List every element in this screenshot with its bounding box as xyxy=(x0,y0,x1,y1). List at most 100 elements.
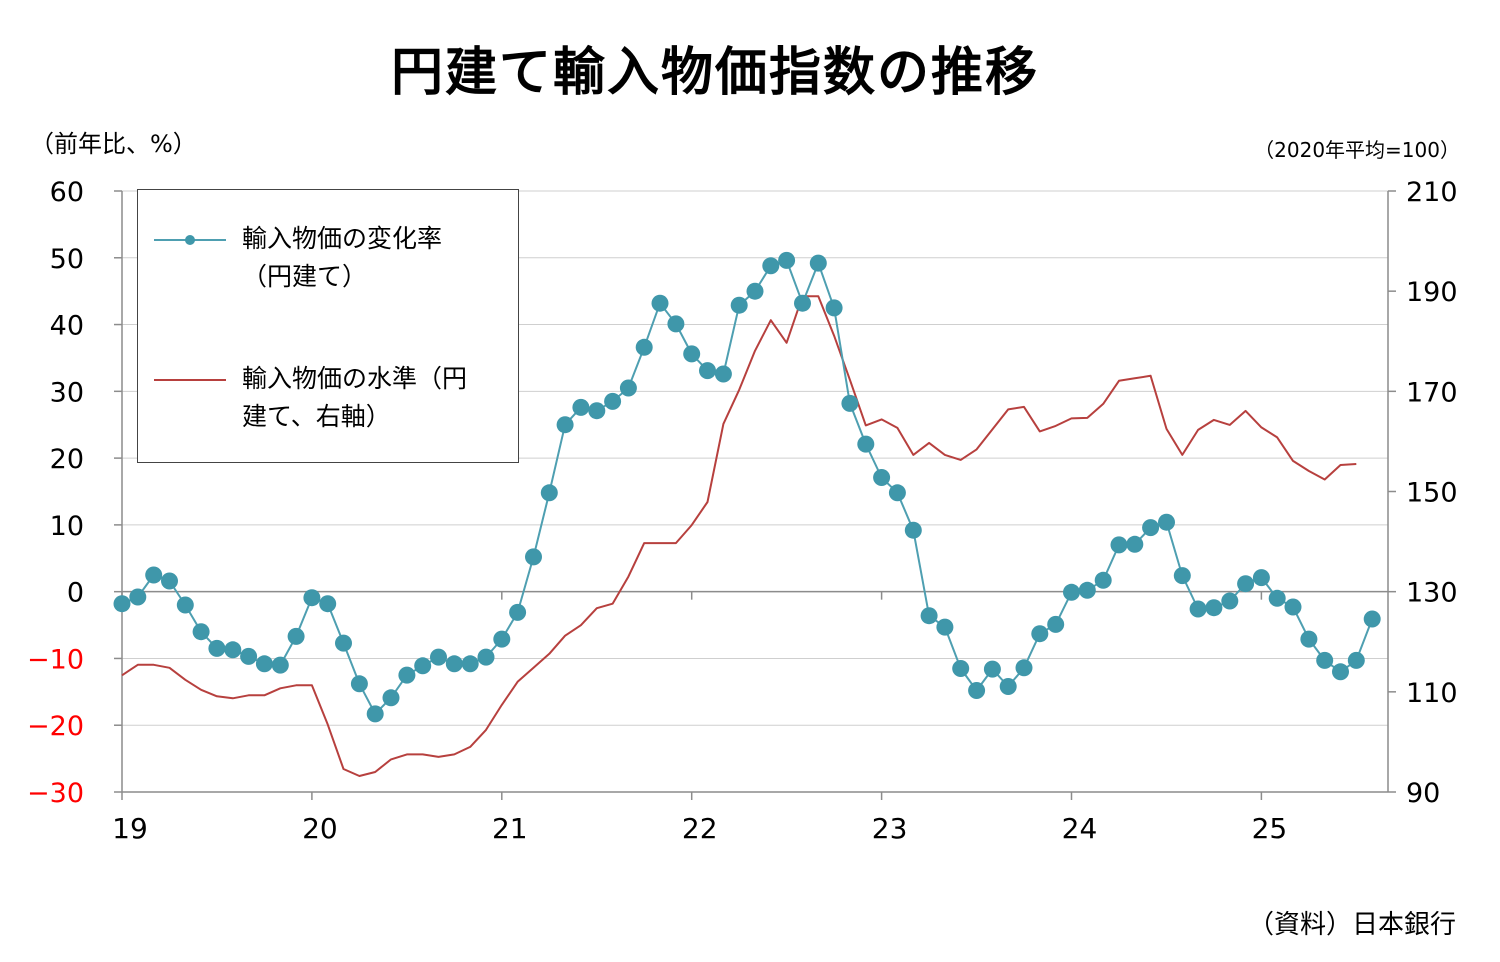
rate-point xyxy=(161,572,178,590)
rate-point xyxy=(398,666,416,684)
rate-point xyxy=(255,655,273,673)
rate-point xyxy=(477,648,495,666)
left-tick-label: 0 xyxy=(67,578,84,609)
left-tick-label: −30 xyxy=(27,778,84,809)
rate-point xyxy=(1347,651,1365,669)
rate-point xyxy=(778,251,796,269)
right-tick-label: 130 xyxy=(1406,578,1458,609)
legend-rate-swatch xyxy=(154,235,226,245)
rate-point xyxy=(303,589,321,607)
rate-point xyxy=(983,660,1001,678)
rate-point xyxy=(382,689,400,707)
rate-point xyxy=(1300,630,1318,648)
rate-point xyxy=(1047,615,1065,633)
x-tick-label: 21 xyxy=(492,812,528,845)
rate-point xyxy=(1205,599,1223,617)
rate-point xyxy=(350,675,368,693)
left-tick-label: 10 xyxy=(50,511,84,542)
rate-point xyxy=(366,705,384,723)
left-tick-label: 50 xyxy=(50,244,84,275)
rate-point xyxy=(873,469,891,486)
left-tick-label: 20 xyxy=(50,444,84,475)
legend: 輸入物価の変化率 （円建て） 輸入物価の水準（円 建て、右軸） xyxy=(137,189,519,463)
rate-point xyxy=(999,678,1017,695)
rate-point xyxy=(588,402,606,420)
rate-point xyxy=(1332,663,1349,681)
rate-point xyxy=(1031,625,1049,643)
rate-point xyxy=(1363,610,1381,628)
legend-level-swatch xyxy=(154,379,226,381)
rate-point xyxy=(525,548,542,566)
rate-point xyxy=(952,660,970,677)
rate-point xyxy=(841,394,859,412)
page-title: 円建て輸入物価指数の推移 xyxy=(390,43,1039,103)
legend-item-level: 輸入物価の水準（円 建て、右軸） xyxy=(152,360,522,440)
rate-point xyxy=(904,521,922,539)
x-tick-label: 20 xyxy=(302,812,338,845)
rate-point xyxy=(714,365,732,383)
rate-point xyxy=(430,648,447,666)
rate-point xyxy=(176,596,194,614)
right-tick-label: 190 xyxy=(1406,277,1458,308)
rate-point xyxy=(683,345,701,363)
rate-point xyxy=(1158,513,1175,531)
legend-level-label-1: 輸入物価の水準（円 xyxy=(242,364,468,393)
rate-point xyxy=(224,641,242,659)
rate-point xyxy=(667,315,685,333)
rate-point xyxy=(319,595,337,613)
rate-point xyxy=(414,657,432,675)
rate-point xyxy=(651,294,669,312)
left-tick-label: 40 xyxy=(50,311,84,342)
x-tick-label: 24 xyxy=(1062,812,1098,845)
rate-point xyxy=(192,623,210,641)
rate-point xyxy=(240,647,258,665)
rate-point xyxy=(888,484,906,502)
left-tick-label: 30 xyxy=(50,377,84,408)
rate-point xyxy=(335,634,352,652)
rate-point xyxy=(1237,575,1255,593)
x-tick-label: 19 xyxy=(112,812,148,845)
right-tick-label: 210 xyxy=(1406,177,1458,208)
rate-point xyxy=(493,630,511,648)
right-axis-unit-label: （2020年平均=100） xyxy=(1254,138,1460,162)
left-axis-unit-label: （前年比、%） xyxy=(30,130,197,158)
rate-point xyxy=(145,566,163,584)
rate-point xyxy=(271,656,289,674)
rate-point xyxy=(1078,581,1096,599)
rate-point xyxy=(730,296,748,314)
rate-point xyxy=(1173,567,1191,585)
rate-point xyxy=(129,588,147,606)
rate-point xyxy=(1094,571,1112,589)
source-note: （資料）日本銀行 xyxy=(1247,910,1456,940)
left-tick-label: −10 xyxy=(27,644,84,675)
rate-point xyxy=(113,595,131,613)
rate-point xyxy=(920,607,938,625)
rate-point xyxy=(1284,598,1302,616)
rate-point xyxy=(794,294,811,312)
legend-rate-label-2: （円建て） xyxy=(242,262,368,291)
rate-point xyxy=(604,392,622,410)
series-line-level xyxy=(121,295,1357,777)
rate-point xyxy=(540,484,558,502)
rate-point xyxy=(1189,600,1207,618)
left-tick-label: −20 xyxy=(27,711,84,742)
rate-point xyxy=(699,362,716,380)
rate-point xyxy=(1268,589,1286,607)
rate-point xyxy=(208,639,226,657)
x-tick-label: 23 xyxy=(872,812,908,845)
rate-point xyxy=(1015,659,1033,677)
rate-point xyxy=(1316,651,1334,669)
rate-point xyxy=(825,299,843,317)
left-tick-label: 60 xyxy=(50,177,84,208)
rate-point xyxy=(509,603,527,621)
rate-point xyxy=(1252,569,1270,587)
legend-rate-label-1: 輸入物価の変化率 xyxy=(242,224,443,253)
right-tick-label: 110 xyxy=(1406,678,1458,709)
rate-point xyxy=(287,627,305,645)
rate-point xyxy=(1110,536,1128,554)
rate-point xyxy=(762,257,780,275)
legend-item-rate: 輸入物価の変化率 （円建て） xyxy=(152,220,522,300)
rate-point xyxy=(445,655,463,673)
rate-point xyxy=(572,398,590,416)
right-tick-label: 90 xyxy=(1406,778,1440,809)
